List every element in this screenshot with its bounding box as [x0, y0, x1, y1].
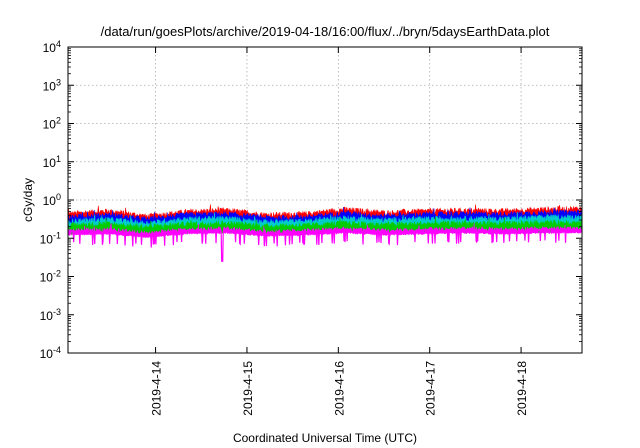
x-axis-label: Coordinated Universal Time (UTC)	[233, 431, 417, 445]
y-tick-label: 102	[43, 116, 61, 132]
x-axis: 2019-4-14 2019-4-15 2019-4-16 2019-4-17 2019…	[150, 47, 529, 416]
y-tick-label: 104	[43, 39, 61, 55]
chart-title: /data/run/goesPlots/archive/2019-04-18/1…	[101, 24, 550, 39]
y-tick-label: 10-3	[40, 307, 61, 323]
series-floor-mask	[68, 232, 582, 353]
series-line	[67, 226, 583, 262]
x-tick-label: 2019-4-14	[150, 361, 164, 416]
x-tick-label: 2019-4-15	[241, 361, 255, 416]
y-axis: 10-4 10-3 10-2 10-1 100 101 102 103 104	[40, 39, 582, 361]
x-tick-label: 2019-4-17	[424, 361, 438, 416]
y-tick-label: 103	[43, 77, 61, 93]
y-tick-label: 10-2	[40, 269, 61, 285]
y-axis-label: cGy/day	[21, 178, 35, 222]
x-tick-label: 2019-4-18	[515, 361, 529, 416]
x-tick-label: 2019-4-16	[332, 361, 346, 416]
series-area	[67, 204, 583, 354]
y-tick-label: 100	[43, 192, 61, 208]
y-tick-label: 10-4	[40, 345, 61, 361]
y-tick-label: 10-1	[40, 230, 61, 246]
y-tick-label: 101	[43, 154, 61, 170]
